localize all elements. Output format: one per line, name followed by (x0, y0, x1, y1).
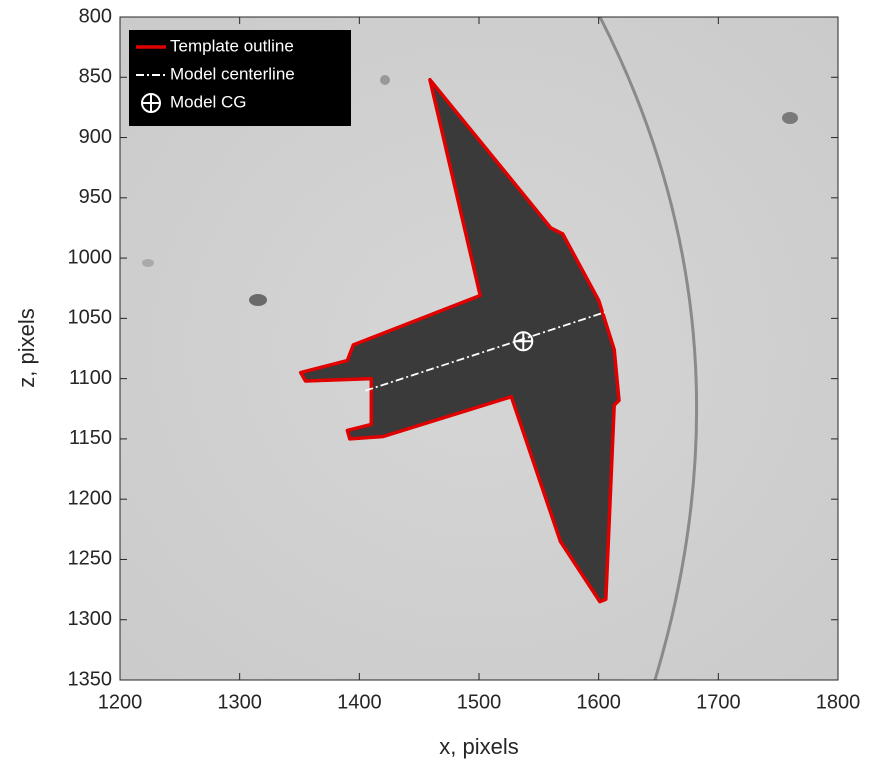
x-tick-label: 1300 (217, 691, 262, 713)
chart: x, pixels z, pixels 1200 1300 1400 1500 1600… (0, 0, 873, 770)
legend-label: Model centerline (170, 64, 295, 83)
y-tick-label: 950 (79, 186, 112, 208)
speck (249, 294, 267, 306)
y-tick-label: 1300 (68, 608, 113, 630)
x-tick-label: 1400 (337, 691, 382, 713)
legend-label: Model CG (170, 92, 247, 111)
speck (142, 259, 154, 267)
x-tick-label: 1600 (576, 691, 621, 713)
y-tick-label: 1100 (69, 367, 112, 389)
y-tick-label: 800 (79, 5, 112, 27)
y-tick-label: 1200 (68, 487, 113, 509)
model-cg (514, 332, 532, 350)
y-axis-label: z, pixels (14, 308, 39, 387)
legend-label: Template outline (170, 36, 294, 55)
y-tick-label: 850 (79, 66, 112, 88)
y-tick-label: 1350 (68, 668, 113, 690)
x-tick-label: 1500 (457, 691, 502, 713)
speck (380, 75, 390, 85)
y-tick-label: 1150 (69, 427, 112, 449)
x-tick-label: 1800 (816, 691, 861, 713)
x-tick-label: 1700 (696, 691, 741, 713)
y-tick-label: 900 (79, 126, 112, 148)
y-tick-label: 1250 (68, 548, 113, 570)
y-tick-label: 1050 (68, 307, 113, 329)
x-axis-label: x, pixels (439, 734, 518, 759)
y-tick-label: 1000 (68, 246, 113, 268)
x-tick-label: 1200 (98, 691, 143, 713)
speck (782, 112, 798, 124)
